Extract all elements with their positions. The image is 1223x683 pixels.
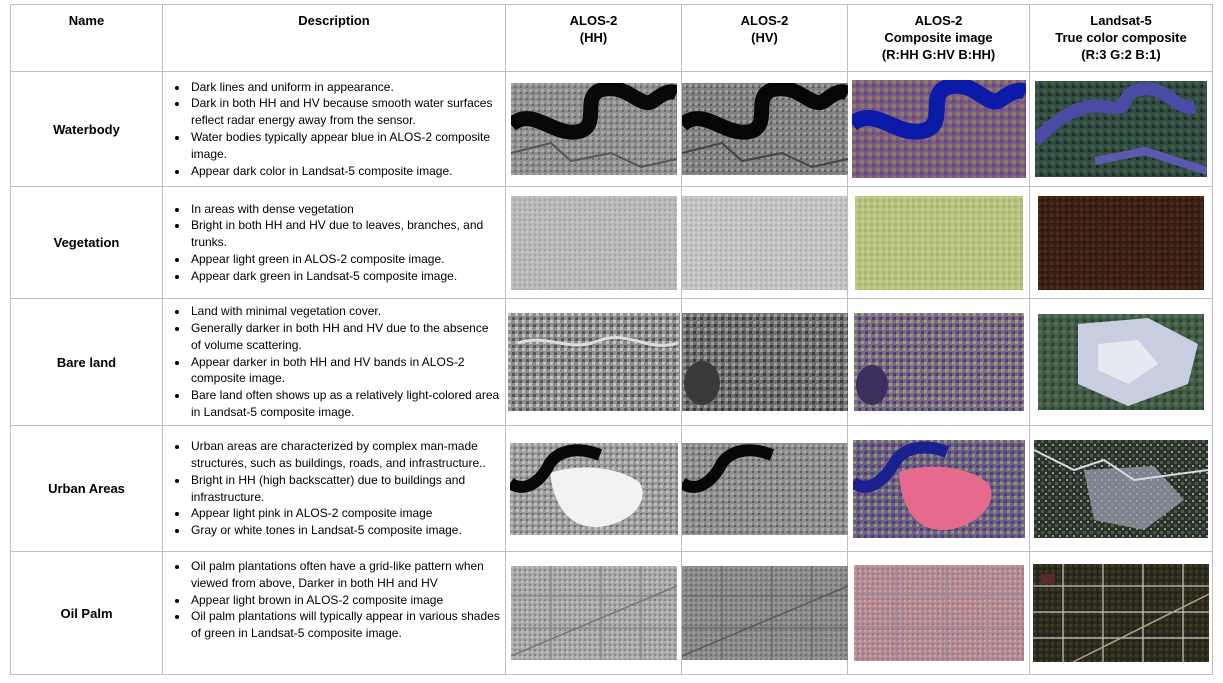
table-row: Urban Areas Urban areas are characterize…	[10, 425, 1213, 552]
header-alos2-composite: ALOS-2 Composite image (R:HH G:HV B:HH)	[847, 4, 1030, 72]
waterbody-composite-image	[851, 80, 1026, 178]
vegetation-landsat-image	[1038, 195, 1204, 290]
table-row: Waterbody Dark lines and uniform in appe…	[10, 71, 1213, 187]
list-item: Appear darker in both HH and HV bands in…	[189, 354, 501, 388]
list-item: Appear light pink in ALOS-2 composite im…	[189, 505, 501, 522]
row-name: Waterbody	[10, 71, 163, 187]
bare-land-hh-image	[507, 313, 680, 411]
vegetation-composite-image	[854, 195, 1023, 290]
table-row: Bare land Land with minimal vegetation c…	[10, 298, 1213, 426]
oil-palm-landsat-image	[1033, 564, 1209, 662]
list-item: Oil palm plantations will typically appe…	[189, 608, 501, 642]
header-row: Name Description ALOS-2 (HH) ALOS-2 (HV) A…	[10, 4, 1213, 72]
list-item: Appear dark color in Landsat-5 composite…	[189, 163, 501, 180]
list-item: Land with minimal vegetation cover.	[189, 303, 501, 320]
bare-land-hv-image	[682, 313, 848, 411]
waterbody-hv-image	[682, 83, 848, 175]
header-alos2-hh: ALOS-2 (HH)	[505, 4, 682, 72]
header-name: Name	[10, 4, 163, 72]
urban-hv-image	[682, 442, 848, 535]
list-item: Oil palm plantations often have a grid-l…	[189, 558, 501, 592]
bare-land-landsat-image	[1038, 314, 1204, 410]
list-item: Dark lines and uniform in appearance.	[189, 79, 501, 96]
header-description: Description	[162, 4, 506, 72]
row-name: Vegetation	[10, 186, 163, 299]
row-description: In areas with dense vegetation Bright in…	[162, 186, 506, 299]
row-name: Oil Palm	[10, 551, 163, 675]
header-landsat5: Landsat-5 True color composite (R:3 G:2 B:…	[1029, 4, 1213, 72]
list-item: Water bodies typically appear blue in AL…	[189, 129, 501, 163]
bare-land-composite-image	[853, 313, 1024, 411]
waterbody-landsat-image	[1035, 81, 1207, 177]
list-item: Urban areas are characterized by complex…	[189, 438, 501, 472]
row-description: Oil palm plantations often have a grid-l…	[162, 551, 506, 675]
list-item: Bright in HH (high backscatter) due to b…	[189, 472, 501, 506]
list-item: In areas with dense vegetation	[189, 201, 501, 218]
row-name: Bare land	[10, 298, 163, 426]
oil-palm-hh-image	[510, 566, 677, 660]
oil-palm-composite-image	[853, 565, 1024, 661]
list-item: Appear light green in ALOS-2 composite i…	[189, 251, 501, 268]
urban-composite-image	[852, 439, 1025, 538]
vegetation-hv-image	[682, 195, 848, 290]
oil-palm-hv-image	[682, 566, 848, 660]
waterbody-hh-image	[510, 83, 677, 175]
row-description: Land with minimal vegetation cover. Gene…	[162, 298, 506, 426]
row-name: Urban Areas	[10, 425, 163, 552]
urban-hh-image	[509, 442, 678, 535]
header-alos2-hv: ALOS-2 (HV)	[681, 4, 848, 72]
list-item: Bare land often shows up as a relatively…	[189, 387, 501, 421]
land-cover-table: Name Description ALOS-2 (HH) ALOS-2 (HV) A…	[10, 4, 1213, 675]
urban-landsat-image	[1034, 439, 1208, 538]
list-item: Dark in both HH and HV because smooth wa…	[189, 95, 501, 129]
row-description: Dark lines and uniform in appearance. Da…	[162, 71, 506, 187]
list-item: Gray or white tones in Landsat-5 composi…	[189, 522, 501, 539]
list-item: Appear light brown in ALOS-2 composite i…	[189, 592, 501, 609]
list-item: Bright in both HH and HV due to leaves, …	[189, 217, 501, 251]
row-description: Urban areas are characterized by complex…	[162, 425, 506, 552]
list-item: Appear dark green in Landsat-5 composite…	[189, 268, 501, 285]
list-item: Generally darker in both HH and HV due t…	[189, 320, 501, 354]
table-row: Vegetation In areas with dense vegetatio…	[10, 186, 1213, 299]
table-row: Oil Palm Oil palm plantations often have…	[10, 551, 1213, 675]
vegetation-hh-image	[510, 195, 677, 290]
